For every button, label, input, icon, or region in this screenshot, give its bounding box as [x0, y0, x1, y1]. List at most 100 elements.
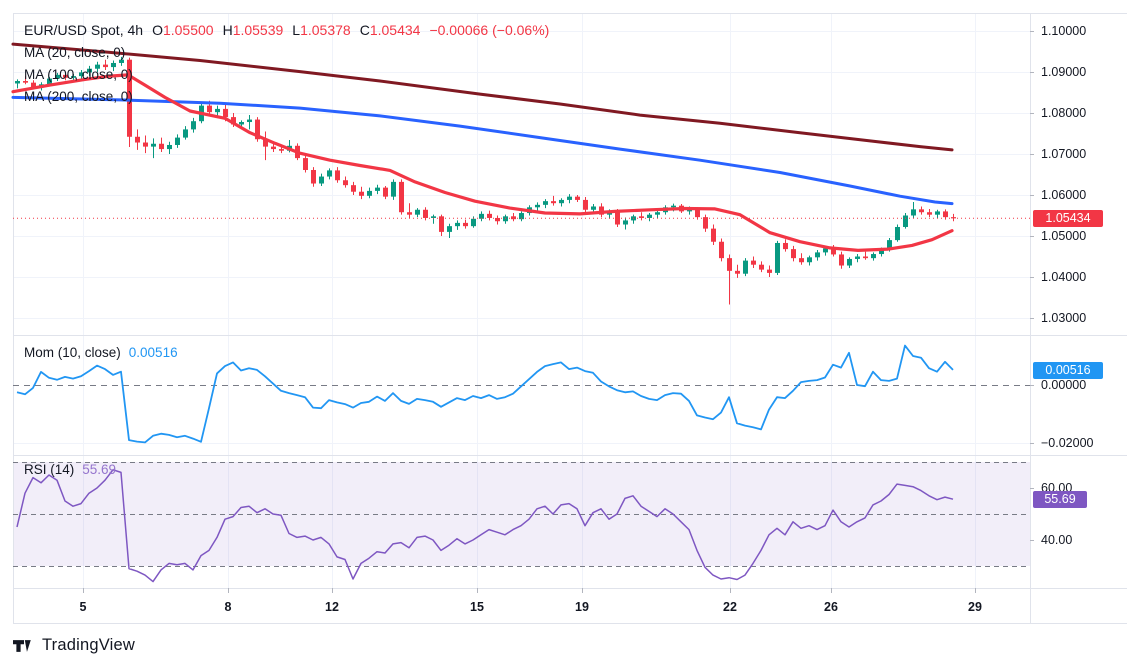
- candle-body: [367, 190, 372, 196]
- candle-body: [935, 211, 940, 215]
- candle-body: [447, 226, 452, 232]
- last-price-badge: 1.05434: [1033, 210, 1103, 227]
- ohlc-low: L1.05378: [292, 22, 351, 38]
- candle-body: [711, 228, 716, 242]
- candle-body: [639, 216, 644, 218]
- candle-body: [543, 201, 548, 205]
- symbol-title: EUR/USD Spot, 4h: [24, 22, 144, 38]
- candle-body: [143, 142, 148, 147]
- rsi-title: RSI (14): [24, 462, 75, 477]
- candle-body: [111, 62, 116, 68]
- candle-body: [87, 68, 92, 73]
- candle-body: [135, 136, 140, 143]
- candle-body: [599, 206, 604, 215]
- candle-body: [823, 248, 828, 253]
- rsi-line: [16, 469, 954, 583]
- tradingview-logo[interactable]: TradingView: [13, 636, 135, 655]
- axis-ticks: [83, 31, 1034, 593]
- candle-body: [719, 241, 724, 259]
- candle-body: [55, 74, 60, 79]
- candle-body: [687, 208, 692, 212]
- ohlc-open: O1.05500: [152, 22, 214, 38]
- candle-body: [191, 121, 196, 130]
- momentum-line: [16, 344, 954, 444]
- candle-body: [271, 146, 276, 150]
- candle-body: [815, 252, 820, 258]
- candle-body: [903, 215, 908, 227]
- candle-body: [375, 187, 380, 191]
- candle-body: [31, 82, 36, 88]
- candle-body: [23, 81, 28, 83]
- ma200-legend[interactable]: MA (200, close, 0): [24, 89, 133, 104]
- candle-body: [239, 122, 244, 125]
- candle-body: [463, 222, 468, 227]
- rsi-legend[interactable]: RSI (14) 55.69: [24, 462, 116, 477]
- candle-body: [647, 214, 652, 218]
- candle-body: [575, 196, 580, 200]
- candle-body: [791, 249, 796, 259]
- candle-body: [583, 199, 588, 210]
- candle-body: [103, 64, 108, 68]
- candle-body: [167, 144, 172, 150]
- ma100-legend[interactable]: MA (100, close, 0): [24, 67, 133, 82]
- candle-body: [807, 257, 812, 263]
- grid-layer: [13, 13, 1030, 588]
- candle-body: [383, 187, 388, 197]
- candle-body: [119, 59, 124, 63]
- candle-body: [95, 64, 100, 69]
- candle-body: [47, 78, 52, 85]
- momentum-value: 0.00516: [128, 345, 178, 360]
- candle-body: [399, 181, 404, 213]
- candle-body: [559, 199, 564, 204]
- rsi-badge: 55.69: [1033, 491, 1087, 508]
- candle-body: [183, 129, 188, 138]
- tradingview-logo-text: TradingView: [42, 636, 135, 654]
- candle-body: [943, 211, 948, 218]
- candles-layer: [15, 56, 956, 305]
- candle-body: [551, 201, 556, 204]
- candle-body: [567, 196, 572, 200]
- candle-body: [495, 217, 500, 222]
- candle-body: [343, 180, 348, 186]
- candle-body: [919, 209, 924, 213]
- candle-body: [71, 76, 76, 78]
- candle-body: [231, 117, 236, 125]
- candle-body: [591, 206, 596, 210]
- candle-body: [351, 185, 356, 192]
- candle-body: [327, 170, 332, 177]
- candle-body: [223, 108, 228, 118]
- candle-body: [391, 181, 396, 197]
- candle-body: [695, 208, 700, 218]
- momentum-title: Mom (10, close): [24, 345, 121, 360]
- candle-body: [703, 217, 708, 229]
- candle-body: [751, 260, 756, 265]
- ma100-line: [11, 95, 954, 206]
- momentum-legend[interactable]: Mom (10, close) 0.00516: [24, 345, 178, 360]
- candle-body: [871, 254, 876, 259]
- candle-body: [15, 81, 20, 84]
- candle-body: [767, 269, 772, 273]
- tradingview-logo-icon: [13, 639, 31, 652]
- candle-body: [879, 249, 884, 255]
- candle-body: [487, 213, 492, 218]
- candle-body: [895, 226, 900, 241]
- candle-body: [263, 139, 268, 147]
- candle-body: [479, 213, 484, 219]
- candle-body: [247, 119, 252, 123]
- rsi-value: 55.69: [82, 462, 117, 477]
- main-series-legend[interactable]: EUR/USD Spot, 4h O1.05500 H1.05539 L1.05378…: [24, 22, 549, 38]
- candle-body: [359, 191, 364, 196]
- candle-body: [735, 270, 740, 274]
- candle-body: [415, 209, 420, 215]
- candle-body: [535, 204, 540, 208]
- candle-body: [311, 169, 316, 184]
- ma20-legend[interactable]: MA (20, close, 0): [24, 45, 126, 60]
- candle-body: [255, 119, 260, 140]
- candle-body: [727, 258, 732, 271]
- candle-body: [431, 216, 436, 218]
- momentum-badge: 0.00516: [1033, 362, 1103, 379]
- candle-body: [759, 264, 764, 270]
- candle-body: [927, 212, 932, 215]
